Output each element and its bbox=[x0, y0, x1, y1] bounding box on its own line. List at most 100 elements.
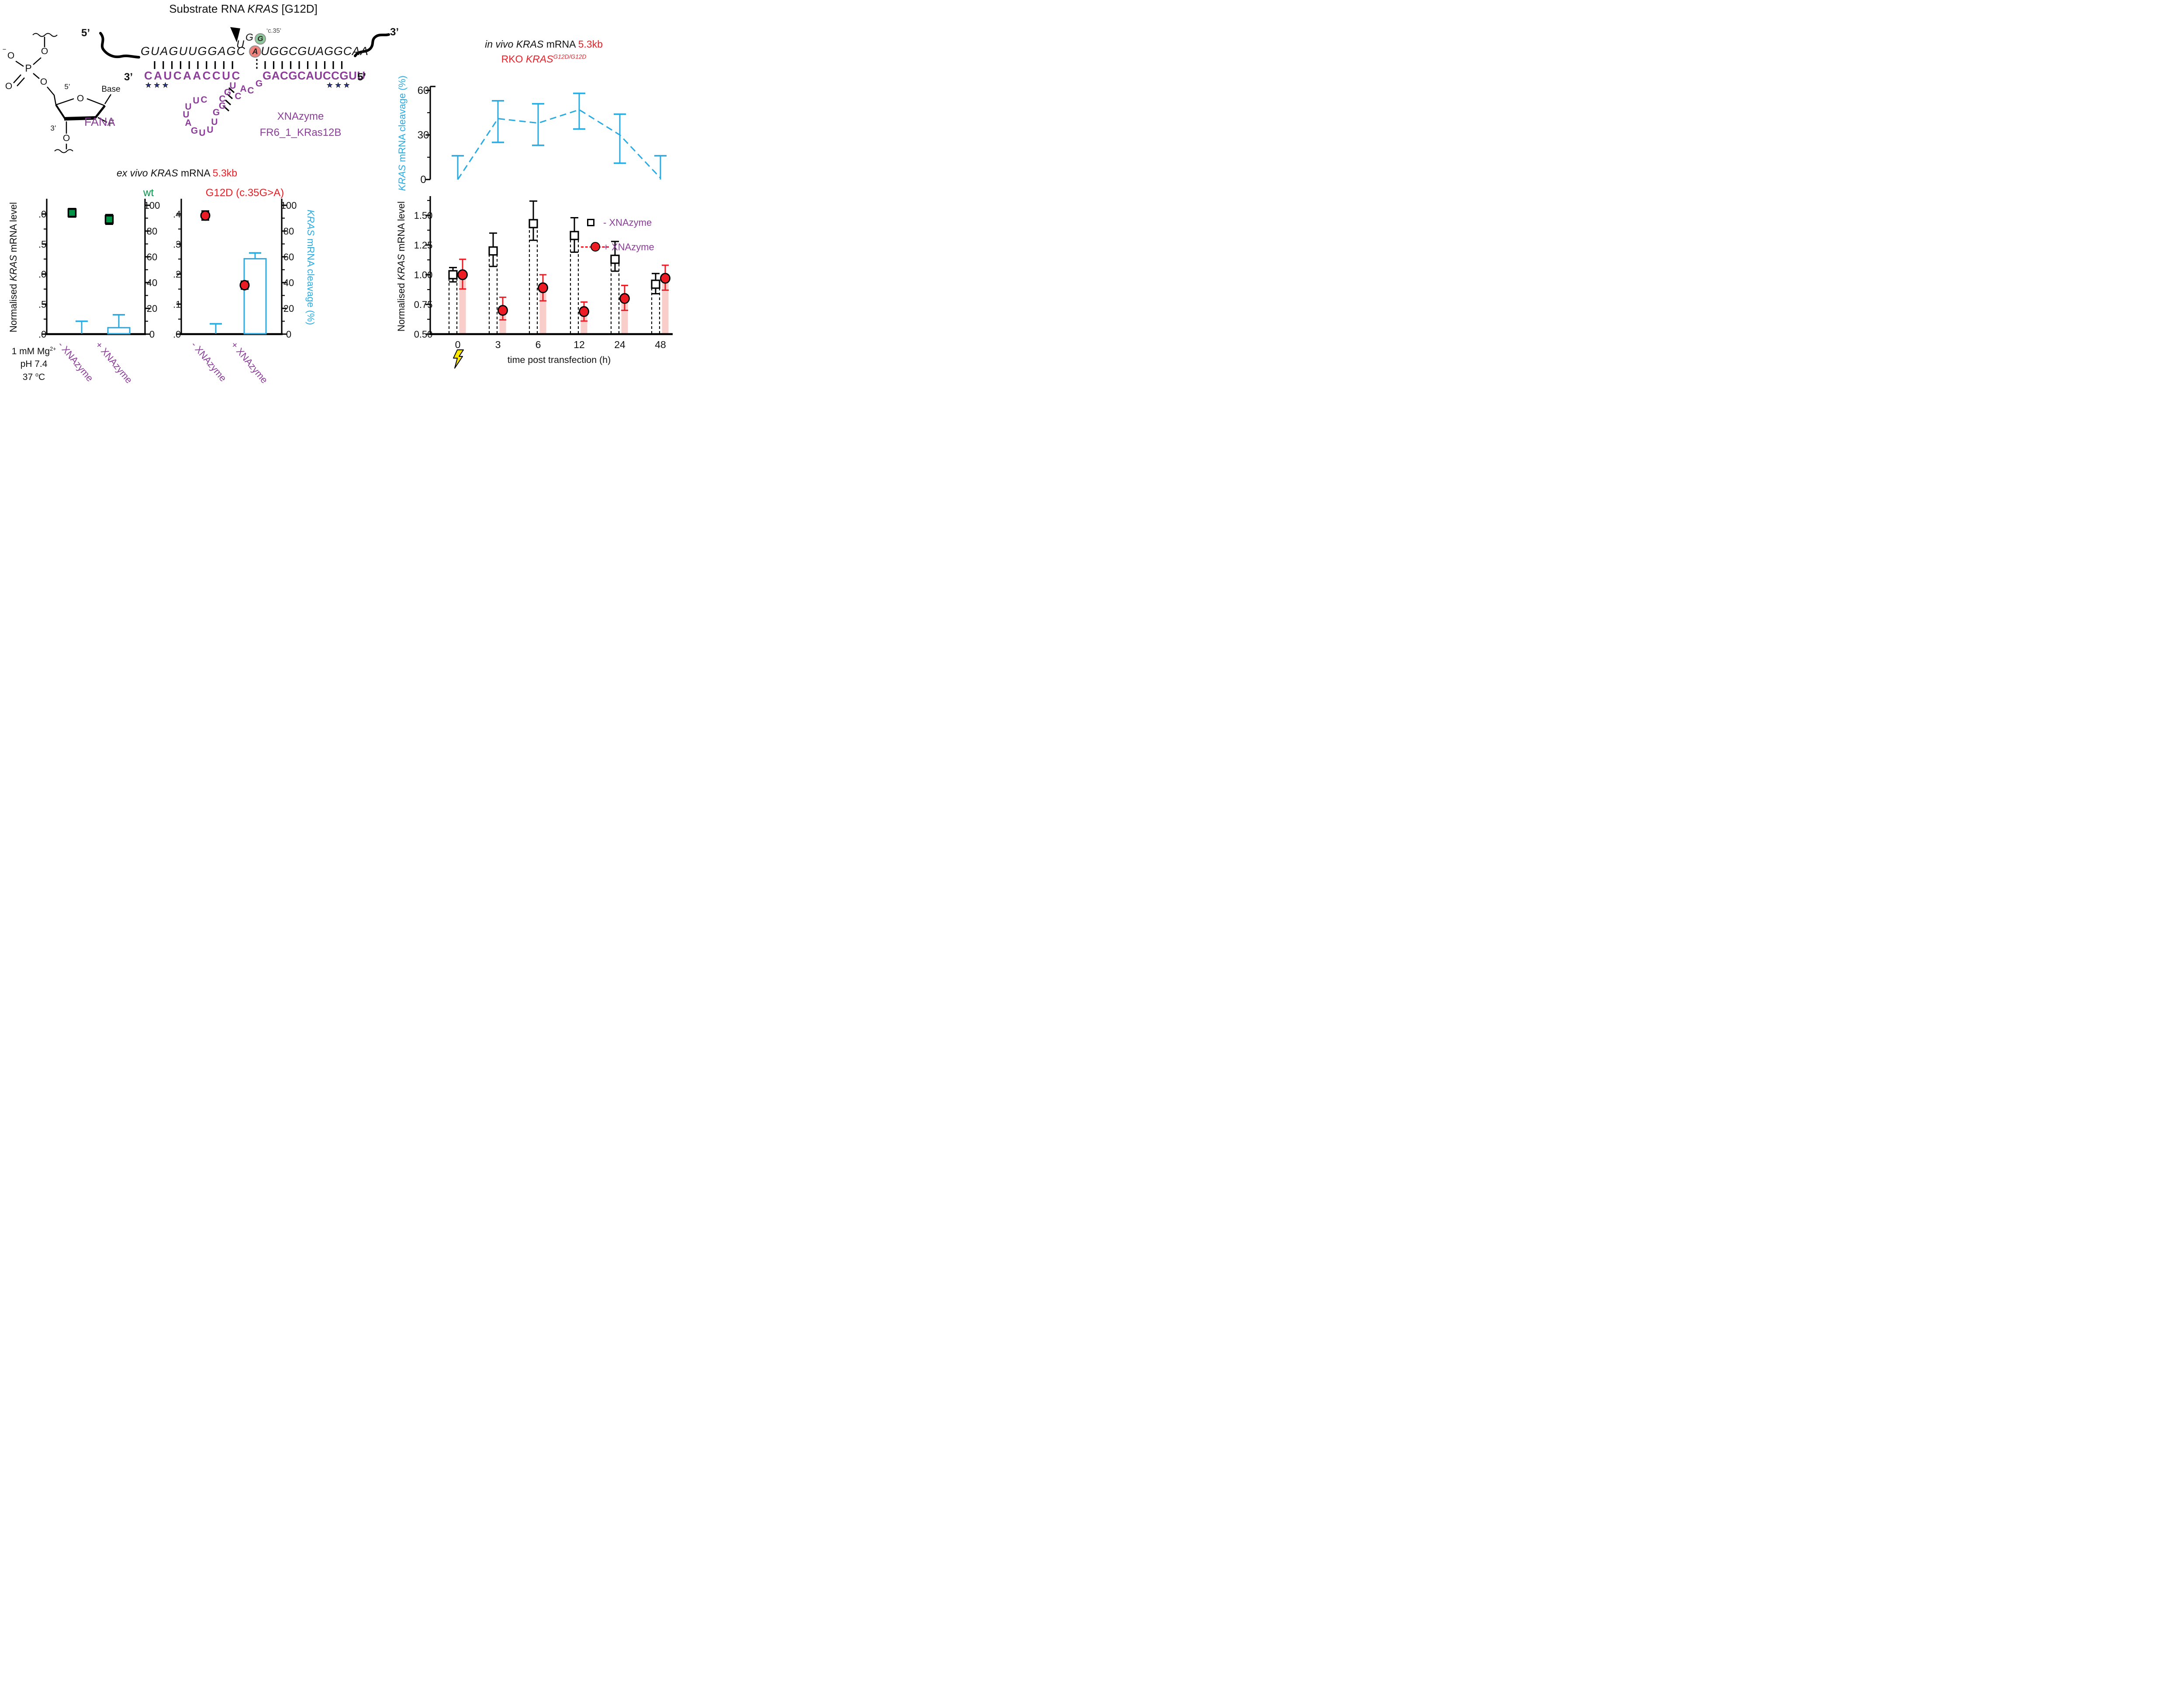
xnazyme-name-line2: FR6_1_KRas12B bbox=[259, 127, 342, 139]
loop-nucleotide: G bbox=[218, 101, 226, 111]
red-circle-marker bbox=[619, 293, 630, 304]
loop-nucleotide: C bbox=[235, 91, 242, 101]
legend-plus-xnazyme-label: + XNAzyme bbox=[603, 242, 654, 252]
svg-text:0.0: 0.0 bbox=[173, 329, 181, 340]
red-circle-marker bbox=[457, 269, 468, 280]
charge-minus: − bbox=[3, 46, 7, 53]
xnazyme-name: XNAzyme FR6_1_KRas12B bbox=[248, 108, 353, 141]
base-label: Base bbox=[101, 85, 120, 94]
oxygen-atom: O bbox=[7, 51, 14, 61]
loop-nucleotide: G bbox=[224, 87, 232, 97]
loop-nucleotide: U bbox=[199, 128, 206, 138]
figure-title: Substrate RNA KRAS [G12D] bbox=[147, 2, 339, 16]
g12d-chart-title: G12D (c.35G>A) bbox=[205, 187, 284, 199]
open-square-marker bbox=[529, 219, 538, 228]
svg-text:0.75: 0.75 bbox=[414, 299, 433, 310]
svg-text:0.1: 0.1 bbox=[173, 299, 181, 310]
substrate-3-prime: 3’ bbox=[390, 26, 399, 38]
cleavage-bar bbox=[243, 258, 267, 335]
figure-title-gene: KRAS bbox=[247, 2, 279, 15]
svg-text:0: 0 bbox=[420, 174, 426, 186]
exvivo-right-axis-label: KRAS mRNA cleavage (%) bbox=[305, 209, 316, 325]
open-square-marker bbox=[570, 231, 579, 240]
invivo-cleavage-chart: 0 30 60 bbox=[393, 79, 675, 188]
svg-text:20: 20 bbox=[147, 303, 157, 314]
red-circle-marker bbox=[200, 210, 211, 221]
svg-text:100: 100 bbox=[144, 200, 160, 211]
svg-text:100: 100 bbox=[281, 200, 297, 211]
svg-text:0: 0 bbox=[149, 329, 155, 340]
svg-text:20: 20 bbox=[283, 303, 294, 314]
fana-structure-diagram: O P − O O O 5’ O Base F 3’ O bbox=[3, 33, 121, 153]
invivo-cleavage-svg: 0 30 60 bbox=[418, 85, 667, 186]
xnazyme-arm-left: CAUCAACCUC bbox=[144, 69, 242, 82]
xnazyme-arm-right: GACGCAUCCGUU bbox=[263, 69, 366, 82]
pink-bar bbox=[581, 311, 587, 334]
base-pair-lines-left bbox=[154, 61, 233, 69]
svg-text:80: 80 bbox=[147, 226, 157, 237]
svg-text:6: 6 bbox=[536, 339, 541, 350]
red-circle-marker bbox=[239, 280, 250, 290]
modified-residue-stars-right: ★★★ bbox=[327, 82, 352, 90]
substrate-seq-right: UGGCGUAGGCAA bbox=[261, 45, 369, 58]
svg-text:30: 30 bbox=[418, 129, 429, 141]
oxygen-atom: O bbox=[63, 133, 70, 143]
loop-nucleotide: C bbox=[200, 95, 207, 105]
ring-5-prime-label: 5’ bbox=[64, 83, 70, 91]
red-circle-marker bbox=[660, 273, 670, 284]
legend-open-square-icon bbox=[587, 219, 594, 226]
cleavage-dashed-line bbox=[457, 109, 661, 180]
svg-text:0: 0 bbox=[286, 329, 291, 340]
substrate-seq-left: GUAGUUGGAGC bbox=[141, 45, 246, 58]
pink-bar bbox=[499, 310, 506, 334]
svg-text:0.4: 0.4 bbox=[173, 209, 181, 220]
base-pair-lines-right bbox=[264, 61, 343, 69]
loop-nucleotide: U bbox=[185, 102, 192, 112]
open-square-marker bbox=[651, 280, 660, 289]
svg-text:0.3: 0.3 bbox=[173, 239, 181, 250]
green-square-marker bbox=[67, 208, 77, 218]
open-square-marker bbox=[448, 270, 458, 280]
loop-nucleotide: U bbox=[193, 96, 200, 106]
svg-text:48: 48 bbox=[655, 339, 666, 350]
figure-title-post: [G12D] bbox=[278, 2, 318, 15]
svg-text:24: 24 bbox=[614, 339, 625, 350]
svg-text:1.50: 1.50 bbox=[414, 210, 433, 221]
wt-chart-title: wt bbox=[143, 187, 154, 199]
invivo-level-svg: 0.500.751.001.251.500 3 6 12 24 48 bbox=[414, 196, 673, 350]
svg-text:1.5: 1.5 bbox=[39, 239, 46, 250]
substrate-rise-g: G bbox=[245, 31, 254, 43]
svg-text:40: 40 bbox=[283, 277, 294, 288]
svg-text:80: 80 bbox=[283, 226, 294, 237]
svg-text:12: 12 bbox=[574, 339, 585, 350]
svg-text:2.0: 2.0 bbox=[39, 209, 46, 220]
invivo-heading-line2: RKO KRASG12D/G12D bbox=[501, 53, 587, 65]
cleavage-bar bbox=[107, 327, 131, 335]
svg-text:1.00: 1.00 bbox=[414, 269, 433, 280]
svg-text:0.2: 0.2 bbox=[173, 269, 181, 280]
legend-minus-xnazyme-label: - XNAzyme bbox=[603, 217, 652, 228]
xnazyme-name-line1: XNAzyme bbox=[277, 110, 324, 122]
svg-text:60: 60 bbox=[147, 252, 157, 262]
exvivo-heading: ex vivo KRAS mRNA 5.3kb bbox=[116, 167, 238, 179]
red-circle-marker bbox=[579, 306, 589, 317]
svg-text:60: 60 bbox=[418, 85, 429, 97]
substrate-5-prime: 5’ bbox=[81, 27, 90, 39]
loop-nucleotide: U bbox=[211, 117, 218, 127]
open-square-marker bbox=[488, 246, 498, 256]
xnazyme-arm-5-prime: 5’ bbox=[357, 71, 366, 83]
invivo-level-chart: 0.50 0.75 1.00 1.25 1.50 0 3 6 12 24 48 bbox=[393, 190, 675, 383]
loop-nucleotide: U bbox=[207, 125, 214, 135]
c35-annotation: ‘c.35’ bbox=[266, 28, 281, 35]
xnazyme-arm-3-prime: 3’ bbox=[124, 71, 133, 83]
oxygen-atom: O bbox=[5, 81, 12, 91]
figure-title-pre: Substrate RNA bbox=[169, 2, 248, 15]
invivo-cleavage-axis-label: KRAS mRNA cleavage (%) bbox=[397, 75, 408, 191]
figure-page: Substrate RNA KRAS [G12D] O P − O O O 5’… bbox=[0, 0, 675, 383]
loop-nucleotide: G bbox=[190, 126, 198, 136]
open-square-marker bbox=[610, 255, 620, 264]
lightning-bolt-icon bbox=[453, 349, 464, 369]
fluorine-atom: F bbox=[109, 118, 114, 128]
loop-nucleotide: U bbox=[183, 110, 190, 120]
substrate-rise-u: U bbox=[236, 38, 245, 51]
